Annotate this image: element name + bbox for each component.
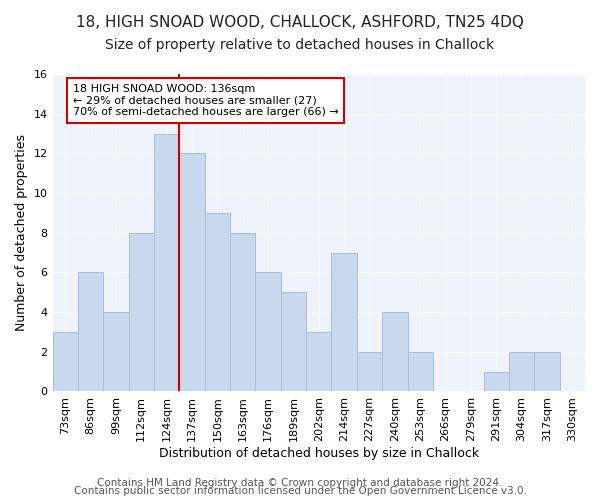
Text: Contains public sector information licensed under the Open Government Licence v3: Contains public sector information licen… [74, 486, 526, 496]
Bar [484, 372, 509, 392]
Bar [534, 352, 560, 392]
Bar [256, 272, 281, 392]
Bar [179, 154, 205, 392]
Bar [230, 232, 256, 392]
Bar [407, 352, 433, 392]
Text: Size of property relative to detached houses in Challock: Size of property relative to detached ho… [106, 38, 494, 52]
X-axis label: Distribution of detached houses by size in Challock: Distribution of detached houses by size … [159, 447, 479, 460]
Bar [128, 232, 154, 392]
Text: 18 HIGH SNOAD WOOD: 136sqm
← 29% of detached houses are smaller (27)
70% of semi: 18 HIGH SNOAD WOOD: 136sqm ← 29% of deta… [73, 84, 338, 117]
Bar [78, 272, 103, 392]
Bar [154, 134, 179, 392]
Y-axis label: Number of detached properties: Number of detached properties [15, 134, 28, 331]
Bar [331, 252, 357, 392]
Bar [509, 352, 534, 392]
Bar [103, 312, 128, 392]
Bar [382, 312, 407, 392]
Text: 18, HIGH SNOAD WOOD, CHALLOCK, ASHFORD, TN25 4DQ: 18, HIGH SNOAD WOOD, CHALLOCK, ASHFORD, … [76, 15, 524, 30]
Bar [205, 213, 230, 392]
Bar [53, 332, 78, 392]
Bar [281, 292, 306, 392]
Bar [306, 332, 331, 392]
Bar [357, 352, 382, 392]
Text: Contains HM Land Registry data © Crown copyright and database right 2024.: Contains HM Land Registry data © Crown c… [97, 478, 503, 488]
